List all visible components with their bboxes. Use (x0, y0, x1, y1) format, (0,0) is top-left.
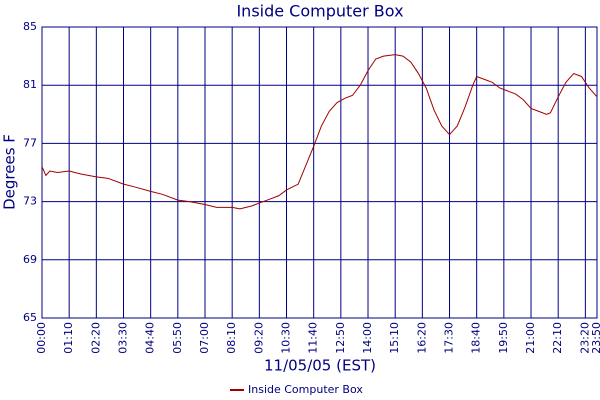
x-tick-label: 10:30 (280, 322, 293, 354)
x-tick-label: 07:00 (198, 322, 211, 354)
y-tick-label: 85 (23, 20, 37, 33)
x-tick-label: 11:40 (307, 322, 320, 354)
y-axis-label: Degrees F (1, 134, 19, 210)
y-tick-label: 65 (23, 311, 37, 324)
x-tick-label: 05:50 (171, 322, 184, 354)
x-tick-label: 16:20 (415, 322, 428, 354)
data-line (41, 54, 598, 210)
x-tick-label: 15:10 (388, 322, 401, 354)
x-tick-label: 02:20 (89, 322, 102, 354)
y-tick-label: 73 (23, 195, 37, 208)
x-tick-label: 14:00 (361, 322, 374, 354)
x-tick-label: 17:30 (443, 322, 456, 354)
legend-label: Inside Computer Box (248, 383, 363, 396)
x-tick-label: 00:00 (35, 322, 48, 354)
plot-border (41, 26, 598, 319)
x-tick-label: 18:40 (470, 322, 483, 354)
x-tick-label: 01:10 (62, 322, 75, 354)
x-tick-label: 19:50 (497, 322, 510, 354)
y-tick-label: 69 (23, 253, 37, 266)
x-tick-label: 03:30 (117, 322, 130, 354)
x-tick-label: 22:10 (551, 322, 564, 354)
x-tick-label: 21:00 (524, 322, 537, 354)
x-tick-label: 08:10 (225, 322, 238, 354)
x-tick-label: 23:50 (590, 322, 600, 354)
y-tick-label: 77 (23, 136, 37, 149)
chart-title: Inside Computer Box (236, 2, 403, 21)
x-tick-label: 23:20 (578, 322, 591, 354)
y-tick-label: 81 (23, 78, 37, 91)
x-tick-label: 09:20 (252, 322, 265, 354)
x-tick-label: 04:40 (144, 322, 157, 354)
x-axis-label: 11/05/05 (EST) (264, 357, 376, 375)
x-tick-label: 12:50 (334, 322, 347, 354)
